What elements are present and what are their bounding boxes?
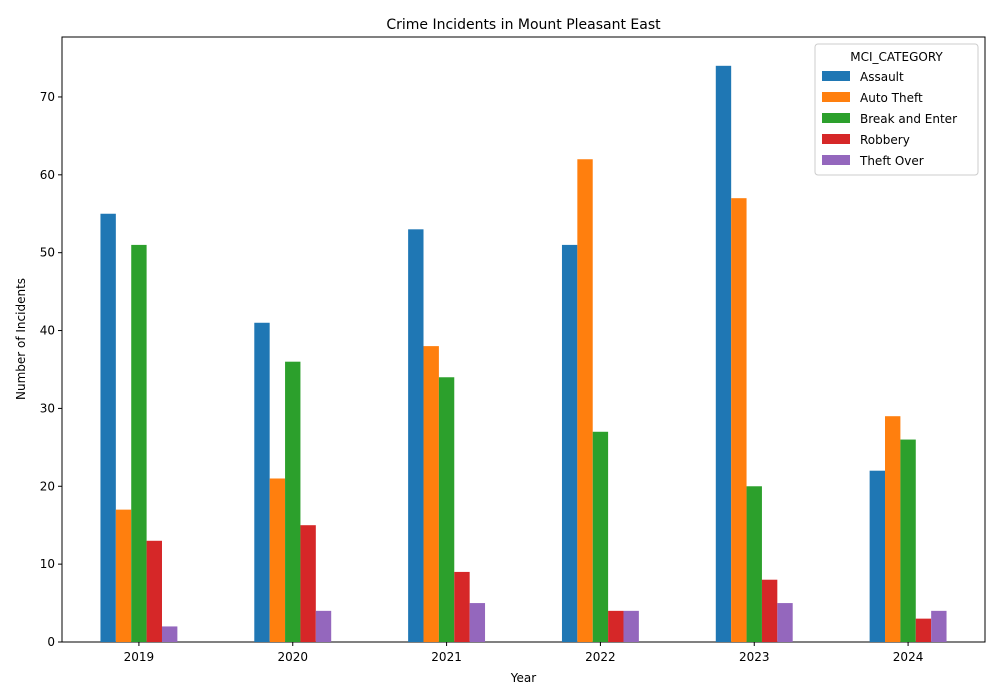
y-tick-label: 10 [40,557,55,571]
x-tick-label: 2022 [585,650,616,664]
bar-theft-over-2021 [469,603,486,642]
bar-auto-theft-2021 [423,346,439,642]
y-tick-label: 60 [40,168,55,182]
bar-assault-2024 [869,470,886,642]
bars-group [100,65,947,642]
x-tick-label: 2021 [431,650,462,664]
legend-title: MCI_CATEGORY [850,50,943,64]
y-tick-label: 70 [40,90,55,104]
legend-label-assault: Assault [860,70,904,84]
y-tick-label: 30 [40,401,55,415]
legend-label-robbery: Robbery [860,133,910,147]
y-axis-label: Number of Incidents [14,278,28,400]
x-tick-label: 2024 [893,650,924,664]
legend-label-break-and-enter: Break and Enter [860,112,957,126]
y-tick-label: 0 [47,635,55,649]
legend-swatch-auto-theft [822,92,850,102]
bar-auto-theft-2020 [269,478,286,642]
bar-robbery-2021 [454,571,470,642]
legend-swatch-break-and-enter [822,113,850,123]
plot-area [61,36,986,643]
bar-break-and-enter-2020 [285,361,301,642]
legend-label-theft-over: Theft Over [859,154,924,168]
x-axis: 2019 2020 2021 2022 2023 2024 [124,642,924,664]
bar-break-and-enter-2021 [438,377,455,642]
x-tick-label: 2019 [124,650,155,664]
bar-auto-theft-2024 [885,416,901,642]
bar-break-and-enter-2024 [900,439,916,642]
bar-assault-2022 [561,244,578,642]
legend: MCI_CATEGORY Assault Auto Theft Break and E… [814,43,979,176]
bar-assault-2019 [100,213,116,642]
bar-theft-over-2024 [931,610,947,642]
chart-title: Crime Incidents in Mount Pleasant East [386,17,661,33]
bar-theft-over-2023 [777,603,793,642]
y-tick-label: 50 [40,246,55,260]
bar-assault-2023 [715,65,732,642]
y-tick-label: 20 [40,479,55,493]
bar-break-and-enter-2019 [131,244,147,642]
bar-auto-theft-2023 [731,198,747,642]
bar-theft-over-2019 [161,626,178,642]
bar-robbery-2022 [608,610,624,642]
x-tick-label: 2023 [739,650,770,664]
x-axis-label: Year [510,671,536,685]
plot-frame [61,36,986,643]
bar-robbery-2024 [915,618,932,642]
bar-auto-theft-2019 [115,509,132,642]
legend-swatch-assault [822,71,850,81]
y-axis: 0 10 20 30 40 50 60 70 [40,90,62,649]
bar-assault-2020 [254,322,270,642]
bar-robbery-2023 [761,579,778,642]
x-tick-label: 2020 [277,650,308,664]
bar-break-and-enter-2022 [592,431,609,642]
legend-label-auto-theft: Auto Theft [860,91,923,105]
bar-theft-over-2022 [623,610,639,642]
bar-assault-2021 [408,229,424,642]
legend-swatch-robbery [822,134,850,144]
bar-auto-theft-2022 [577,159,593,642]
bar-break-and-enter-2023 [746,486,762,642]
bar-theft-over-2020 [315,610,332,642]
bar-robbery-2019 [146,540,162,642]
legend-swatch-theft-over [822,155,850,165]
y-tick-label: 40 [40,324,55,338]
legend-box [814,43,979,176]
bar-robbery-2020 [300,525,316,642]
